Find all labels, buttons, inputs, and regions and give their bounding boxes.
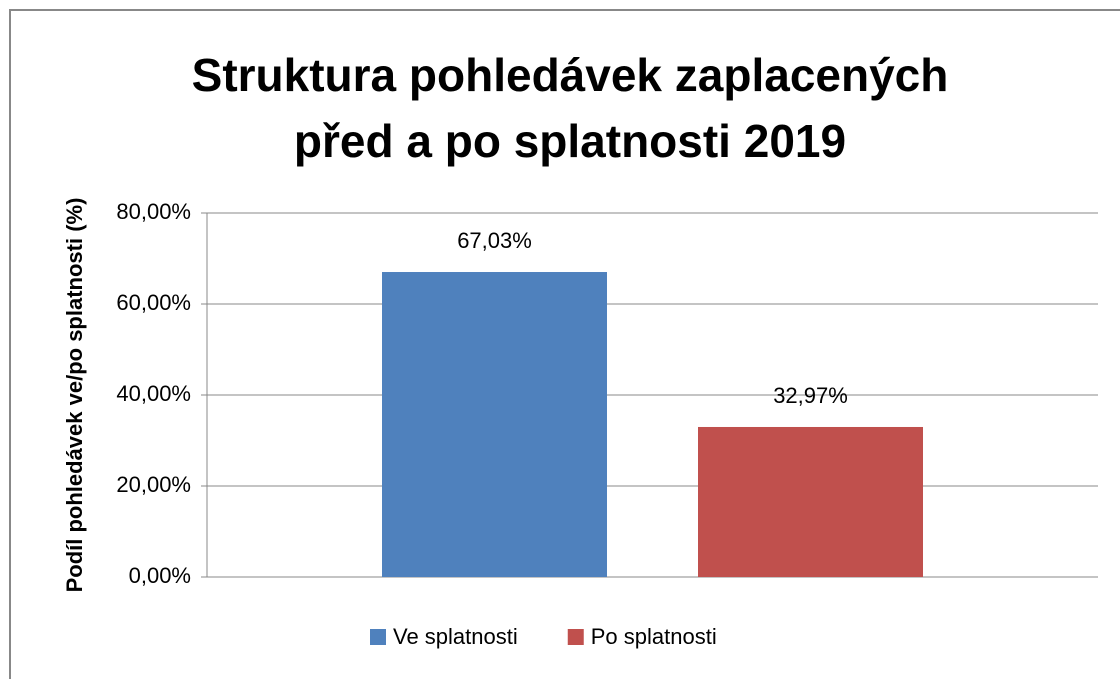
bar	[382, 272, 607, 577]
y-tick-label: 40,00%	[116, 381, 191, 406]
legend-label: Ve splatnosti	[393, 624, 518, 649]
y-tick-label: 80,00%	[116, 199, 191, 224]
chart-title: Struktura pohledávek zaplacených před a …	[191, 49, 949, 167]
y-tick-label: 0,00%	[129, 563, 191, 588]
legend-swatch	[567, 629, 584, 645]
y-tick-label: 60,00%	[116, 290, 191, 315]
data-label: 67,03%	[457, 228, 532, 253]
bar	[698, 426, 923, 577]
chart-border	[9, 9, 1120, 679]
y-axis-label: Podíl pohledávek ve/po splatnosti (%)	[62, 198, 87, 593]
legend-label: Po splatnosti	[591, 624, 717, 649]
data-label: 32,97%	[773, 383, 848, 408]
y-tick-label: 20,00%	[116, 472, 191, 497]
legend-swatch	[370, 629, 386, 645]
